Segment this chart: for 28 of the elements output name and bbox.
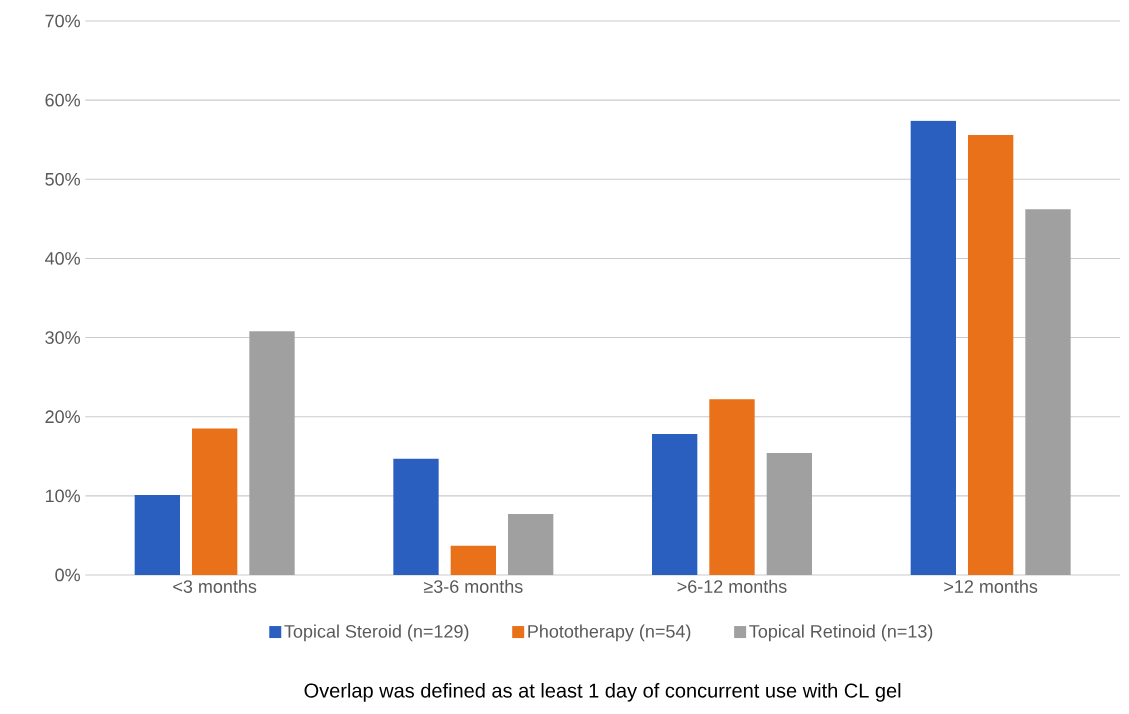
bar (249, 331, 295, 575)
legend-label: Topical Retinoid (n=13) (749, 624, 933, 642)
bar (766, 453, 812, 575)
bar (393, 458, 439, 575)
x-tick-label: >12 months (944, 579, 1038, 593)
x-tick-label: >6-12 months (677, 579, 787, 593)
y-tick-label: 30% (45, 331, 80, 344)
legend-label: Topical Steroid (n=129) (284, 624, 469, 642)
y-tick-label: 20% (45, 410, 80, 424)
legend-label: Phototherapy (n=54) (528, 624, 691, 642)
bar (450, 545, 496, 575)
y-tick-label: 60% (45, 93, 80, 107)
bar (1025, 209, 1071, 575)
y-tick-label: 0% (55, 568, 80, 582)
y-tick-label: 50% (45, 172, 80, 186)
x-tick-label: ≥3-6 months (423, 579, 523, 593)
x-tick-label: <3 months (173, 579, 257, 593)
bar (967, 134, 1014, 575)
bar (192, 428, 238, 575)
bar (508, 514, 554, 575)
bar (652, 434, 698, 575)
text: Overlap was defined as at least 1 day of concurrent use with CL gel (304, 683, 901, 702)
y-tick-label: 70% (45, 14, 80, 28)
y-tick-label: 10% (45, 489, 80, 503)
bar (910, 120, 956, 575)
y-tick-label: 40% (45, 252, 80, 265)
bar (709, 399, 755, 575)
bar (134, 495, 181, 575)
